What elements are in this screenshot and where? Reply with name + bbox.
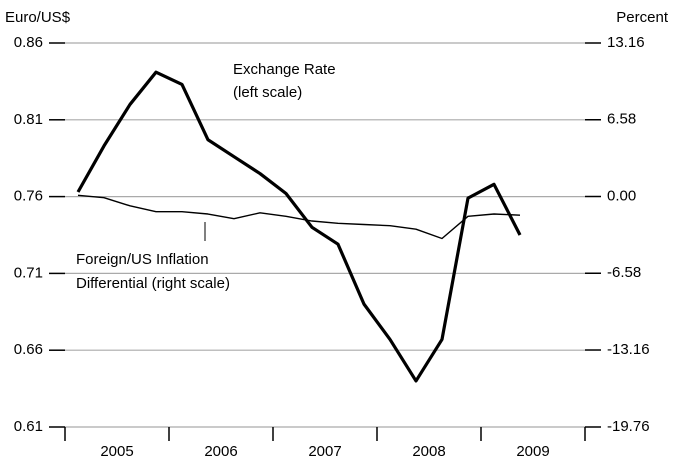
y-tick-label: 0.61 xyxy=(14,418,43,435)
series-line xyxy=(77,194,521,240)
y-tick-label: 0.86 xyxy=(14,34,43,51)
y2-tick-label: 6.58 xyxy=(607,111,636,128)
x-tick-label: 2005 xyxy=(100,443,133,460)
annotation: Differential (right scale) xyxy=(76,275,230,292)
annotation: Foreign/US Inflation xyxy=(76,251,209,268)
annotation: Exchange Rate xyxy=(233,61,336,78)
y-tick-label: 0.66 xyxy=(14,341,43,358)
y-tick-label: 0.76 xyxy=(14,188,43,205)
x-tick-label: 2009 xyxy=(516,443,549,460)
x-tick-label: 2008 xyxy=(412,443,445,460)
y2-tick-label: -19.76 xyxy=(607,418,650,435)
y-axis-label: Euro/US$ xyxy=(5,9,71,26)
annotation: (left scale) xyxy=(233,84,302,101)
series-line xyxy=(76,70,522,383)
y-tick-label: 0.71 xyxy=(14,264,43,281)
x-tick-label: 2006 xyxy=(204,443,237,460)
x-tick-label: 2007 xyxy=(308,443,341,460)
y2-tick-label: 0.00 xyxy=(607,187,636,204)
y2-axis-label: Percent xyxy=(616,9,669,26)
y2-tick-label: -13.16 xyxy=(607,341,650,358)
y2-tick-label: 13.16 xyxy=(607,34,645,51)
y2-tick-label: -6.58 xyxy=(607,264,641,281)
y-tick-label: 0.81 xyxy=(14,111,43,128)
